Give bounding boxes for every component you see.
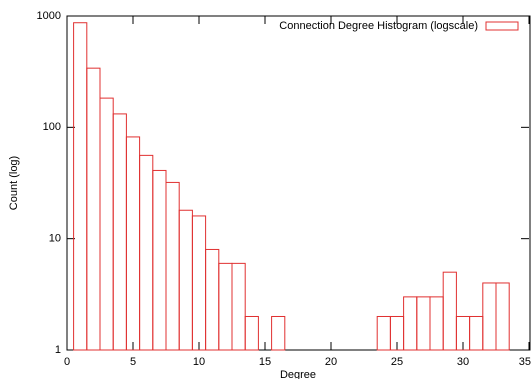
x-tick-label: 35 (519, 356, 531, 368)
bar (152, 169, 167, 351)
bar (73, 22, 88, 351)
bar (429, 296, 444, 351)
bar (244, 315, 259, 351)
bar (271, 315, 286, 351)
y-tick-label: 1000 (37, 10, 61, 22)
x-tick-label: 30 (457, 356, 469, 368)
bar (99, 97, 114, 351)
bar (469, 315, 484, 351)
x-tick-label: 5 (130, 356, 136, 368)
bar (205, 248, 220, 351)
y-tick-label: 10 (49, 233, 61, 245)
bar (218, 262, 233, 351)
bar (403, 296, 418, 351)
bar (112, 113, 127, 351)
bar (191, 215, 207, 351)
bar (165, 181, 180, 351)
bar (178, 209, 193, 351)
bar (416, 296, 431, 351)
bar (231, 262, 246, 351)
x-axis-label: Degree (280, 369, 316, 379)
y-axis-label: Count (log) (8, 156, 20, 210)
x-tick-label: 0 (64, 356, 70, 368)
y-tick-label: 100 (43, 121, 61, 133)
legend-label: Connection Degree Histogram (logscale) (279, 20, 478, 32)
x-tick-label: 25 (391, 356, 403, 368)
x-tick-label: 15 (259, 356, 271, 368)
bar (86, 67, 101, 351)
y-tick-label: 1 (55, 344, 61, 356)
x-tick-label: 20 (325, 356, 337, 368)
bar (125, 136, 141, 351)
plot-frame (66, 15, 531, 351)
bar (442, 271, 457, 351)
bar (376, 315, 391, 351)
bar (482, 282, 497, 351)
legend-swatch (485, 21, 519, 31)
bar (139, 154, 154, 351)
bar (495, 282, 510, 351)
x-tick-label: 10 (193, 356, 205, 368)
